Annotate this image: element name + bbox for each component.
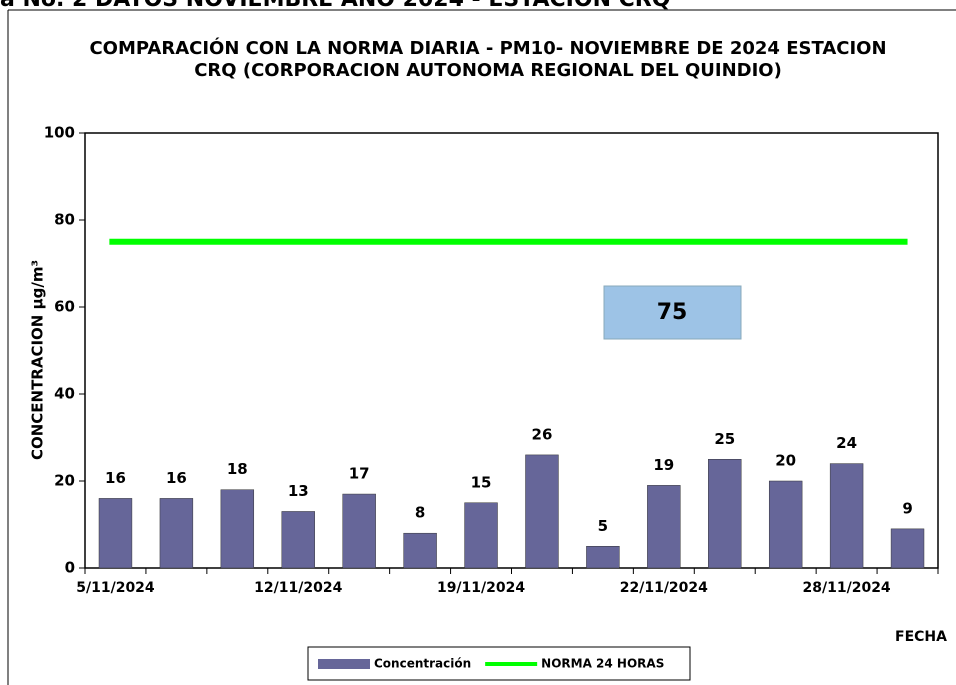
data-label: 13 bbox=[288, 482, 309, 500]
bar bbox=[342, 493, 376, 569]
data-label: 16 bbox=[166, 469, 187, 487]
label-box bbox=[603, 285, 742, 340]
chart-title: COMPARACIÓN CON LA NORMA DIARIA - PM10- … bbox=[89, 38, 887, 81]
bar bbox=[829, 463, 864, 569]
y-tick-label: 60 bbox=[54, 298, 75, 316]
data-label: 19 bbox=[653, 456, 674, 474]
x-tick-label: 5/11/2024 bbox=[76, 580, 155, 596]
bar bbox=[525, 454, 559, 569]
data-label: 26 bbox=[532, 425, 553, 443]
x-tick-label: 12/11/2024 bbox=[254, 580, 342, 596]
norm-label: 75 bbox=[657, 300, 688, 325]
data-label: 16 bbox=[105, 469, 126, 487]
legend-label: NORMA 24 HORAS bbox=[541, 657, 664, 671]
data-label: 18 bbox=[227, 460, 248, 478]
bar bbox=[708, 459, 742, 569]
y-tick-label: 100 bbox=[44, 124, 75, 142]
legend-swatch bbox=[318, 659, 370, 669]
data-label: 24 bbox=[836, 434, 857, 452]
data-label: 17 bbox=[349, 465, 370, 483]
data-label: 20 bbox=[775, 452, 796, 470]
data-label: 9 bbox=[902, 499, 912, 517]
bar bbox=[464, 502, 498, 569]
legend-label: Concentración bbox=[374, 657, 471, 671]
bar bbox=[220, 489, 255, 569]
bar bbox=[586, 546, 620, 569]
y-axis-label: CONCENTRACION µg/m³ bbox=[29, 260, 47, 460]
plot-area bbox=[84, 132, 939, 569]
page-header: a No. 2 DATOS NOVIEMBRE AÑO 2024 - ESTAC… bbox=[0, 0, 670, 12]
y-tick-label: 40 bbox=[54, 385, 75, 403]
bar bbox=[768, 480, 803, 569]
x-axis-label: FECHA bbox=[895, 629, 947, 645]
data-label: 8 bbox=[415, 504, 425, 522]
bar bbox=[403, 532, 437, 569]
bar bbox=[159, 498, 194, 569]
y-tick-label: 0 bbox=[65, 559, 75, 577]
data-label: 15 bbox=[471, 473, 492, 491]
bar bbox=[281, 511, 315, 569]
x-tick-label: 28/11/2024 bbox=[803, 580, 891, 596]
x-tick-label: 19/11/2024 bbox=[437, 580, 525, 596]
data-label: 5 bbox=[598, 517, 608, 535]
bar bbox=[890, 528, 925, 569]
y-tick-label: 80 bbox=[54, 211, 75, 229]
data-label: 25 bbox=[714, 430, 735, 448]
bar bbox=[647, 485, 681, 569]
x-tick-label: 22/11/2024 bbox=[620, 580, 708, 596]
y-tick-label: 20 bbox=[54, 472, 75, 490]
bar bbox=[98, 498, 133, 569]
